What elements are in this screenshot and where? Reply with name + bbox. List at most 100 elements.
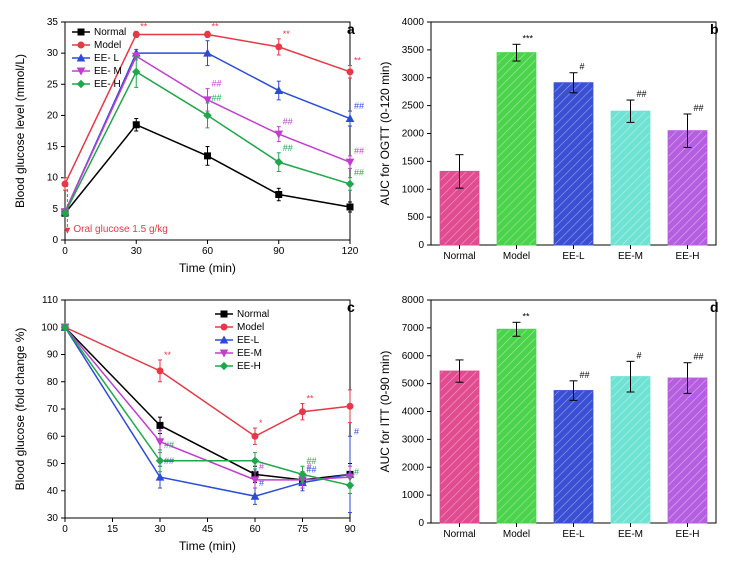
ytick-label: 4000: [402, 407, 425, 418]
sig-label: ##: [307, 456, 317, 466]
category-label: EE-L: [562, 251, 585, 262]
ytick-label: 500: [407, 212, 424, 223]
sig-label: #: [354, 426, 359, 436]
xtick-label: 120: [342, 246, 359, 257]
bar: [668, 378, 707, 523]
marker-icon: [252, 457, 259, 464]
bar: [440, 371, 479, 523]
ytick-label: 10: [47, 173, 59, 184]
bar: [611, 111, 650, 245]
category-label: EE-M: [618, 529, 643, 540]
ytick-label: 3000: [402, 73, 425, 84]
panel-letter: c: [347, 299, 355, 315]
ytick-label: 110: [42, 295, 58, 306]
category-label: Model: [503, 529, 530, 540]
sig-label: ##: [694, 103, 704, 113]
marker-icon: [133, 68, 140, 75]
panel-c: 015304560759030405060708090100110Time (m…: [10, 288, 365, 558]
panel-letter: b: [710, 21, 719, 37]
legend-label: Model: [94, 40, 121, 51]
marker-icon: [157, 422, 163, 428]
marker-icon: [347, 204, 353, 210]
y-axis-label: Blood glucose (fold change %): [13, 328, 27, 491]
bar: [611, 377, 650, 523]
sig-label: **: [307, 394, 315, 404]
ytick-label: 30: [47, 48, 59, 59]
xtick-label: 15: [107, 524, 119, 535]
ytick-label: 50: [47, 459, 59, 470]
ytick-label: 3500: [402, 45, 425, 56]
sig-label: *: [259, 418, 263, 428]
ytick-label: 6000: [402, 351, 425, 362]
sig-label: ##: [637, 89, 647, 99]
marker-icon: [275, 87, 282, 94]
legend-label: EE-M: [237, 348, 262, 359]
ytick-label: 100: [41, 322, 58, 333]
legend-label: EE- L: [94, 53, 119, 64]
xtick-label: 60: [202, 246, 214, 257]
marker-icon: [205, 31, 211, 37]
legend: Normal Model EE- L EE- M EE- H: [72, 27, 126, 90]
marker-icon: [133, 122, 139, 128]
ytick-label: 1000: [402, 490, 425, 501]
ytick-label: 2000: [402, 462, 425, 473]
sig-label: ##: [283, 143, 293, 153]
ytick-label: 40: [47, 486, 59, 497]
xtick-label: 45: [202, 524, 214, 535]
category-label: Normal: [443, 251, 475, 262]
ytick-label: 1500: [402, 156, 425, 167]
marker-icon: [347, 482, 354, 489]
ytick-label: 2000: [402, 129, 425, 140]
sig-label: **: [354, 56, 362, 66]
marker-icon: [300, 409, 306, 415]
xtick-label: 90: [344, 524, 356, 535]
legend-label: Model: [237, 322, 264, 333]
sig-label: #: [354, 467, 359, 477]
sig-label: **: [523, 311, 531, 321]
ytick-label: 35: [47, 17, 59, 28]
ytick-label: 25: [47, 79, 59, 90]
sig-label: ##: [354, 146, 364, 156]
category-label: EE-M: [618, 251, 643, 262]
x-axis-label: Time (min): [179, 539, 236, 553]
legend-label: Normal: [94, 27, 126, 38]
sig-label: **: [283, 29, 291, 39]
ytick-label: 30: [47, 513, 59, 524]
xtick-label: 30: [131, 246, 143, 257]
ytick-label: 0: [52, 235, 58, 246]
bar: [554, 391, 593, 523]
panel-a: 030609012005101520253035Time (min)Blood …: [10, 10, 365, 280]
sig-label: #: [637, 350, 642, 360]
bar: [497, 53, 536, 245]
sig-label: **: [140, 21, 148, 31]
marker-icon: [347, 403, 353, 409]
series-line: [65, 125, 350, 213]
marker-icon: [133, 31, 139, 37]
bar: [554, 83, 593, 245]
marker-icon: [252, 433, 258, 439]
panel-letter: a: [347, 21, 355, 37]
ytick-label: 15: [47, 142, 59, 153]
sig-label: #: [580, 62, 585, 72]
ytick-label: 7000: [402, 323, 425, 334]
ytick-label: 20: [47, 110, 59, 121]
panel-d: 010002000300040005000600070008000AUC for…: [373, 288, 728, 558]
ytick-label: 90: [47, 350, 59, 361]
category-label: Normal: [443, 529, 475, 540]
sig-label: **: [212, 21, 220, 31]
sig-label: **: [164, 350, 172, 360]
sig-label: ***: [523, 33, 534, 43]
legend: NormalModelEE-LEE-MEE-H: [215, 309, 269, 372]
ytick-label: 0: [418, 518, 424, 529]
sig-label: ##: [283, 117, 293, 127]
legend-label: EE- H: [94, 79, 121, 90]
ytick-label: 1000: [402, 184, 425, 195]
sig-label: ##: [212, 79, 222, 89]
marker-icon: [276, 192, 282, 198]
sig-label: ##: [212, 93, 222, 103]
xtick-label: 0: [62, 524, 68, 535]
marker-icon: [205, 153, 211, 159]
xtick-label: 60: [249, 524, 261, 535]
y-axis-label: Blood glucose level (mmol/L): [13, 54, 27, 208]
legend-label: EE- M: [94, 66, 122, 77]
